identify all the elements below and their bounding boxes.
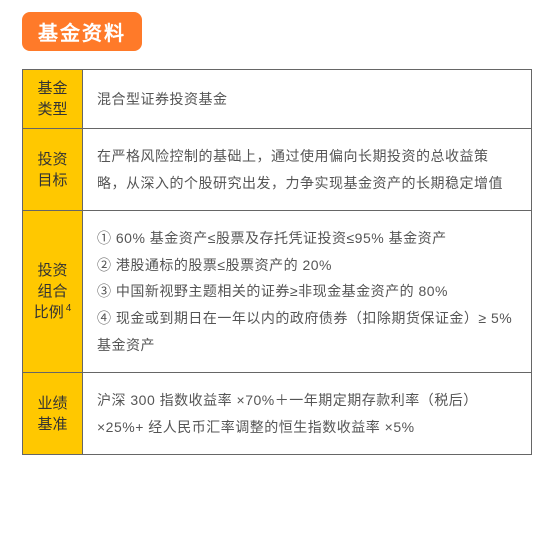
- label-line: 目标: [27, 170, 78, 191]
- label-line: 基准: [27, 414, 78, 435]
- table-row: 投资 组合 比例4 ① 60% 基金资产≤股票及存托凭证投资≤95% 基金资产 …: [23, 211, 532, 373]
- content-text: 沪深 300 指数收益率 ×70%＋一年期定期存款利率（税后）×25%+ 经人民…: [97, 387, 517, 440]
- section-title-badge: 基金资料: [22, 12, 142, 51]
- table-row: 基金 类型 混合型证券投资基金: [23, 70, 532, 129]
- fund-info-table: 基金 类型 混合型证券投资基金 投资 目标 在严格风险控制的基础上，通过使用偏向…: [22, 69, 532, 455]
- row-content-allocation: ① 60% 基金资产≤股票及存托凭证投资≤95% 基金资产 ② 港股通标的股票≤…: [83, 211, 532, 373]
- label-line: 业绩: [27, 393, 78, 414]
- content-text: 在严格风险控制的基础上，通过使用偏向长期投资的总收益策略，从深入的个股研究出发，…: [97, 143, 517, 196]
- row-label-fund-type: 基金 类型: [23, 70, 83, 129]
- table-row: 投资 目标 在严格风险控制的基础上，通过使用偏向长期投资的总收益策略，从深入的个…: [23, 129, 532, 211]
- row-content-fund-type: 混合型证券投资基金: [83, 70, 532, 129]
- content-text: ① 60% 基金资产≤股票及存托凭证投资≤95% 基金资产: [97, 225, 517, 252]
- label-line: 比例4: [27, 302, 78, 323]
- label-line: 投资: [27, 260, 78, 281]
- label-line: 基金: [27, 78, 78, 99]
- content-text: 混合型证券投资基金: [97, 86, 517, 113]
- label-line: 投资: [27, 149, 78, 170]
- row-label-benchmark: 业绩 基准: [23, 373, 83, 455]
- row-content-benchmark: 沪深 300 指数收益率 ×70%＋一年期定期存款利率（税后）×25%+ 经人民…: [83, 373, 532, 455]
- content-text: ④ 现金或到期日在一年以内的政府债券（扣除期货保证金）≥ 5% 基金资产: [97, 305, 517, 358]
- row-label-allocation: 投资 组合 比例4: [23, 211, 83, 373]
- label-line: 类型: [27, 99, 78, 120]
- content-text: ② 港股通标的股票≤股票资产的 20%: [97, 252, 517, 279]
- label-text: 比例: [34, 304, 64, 321]
- row-content-objective: 在严格风险控制的基础上，通过使用偏向长期投资的总收益策略，从深入的个股研究出发，…: [83, 129, 532, 211]
- row-label-objective: 投资 目标: [23, 129, 83, 211]
- table-row: 业绩 基准 沪深 300 指数收益率 ×70%＋一年期定期存款利率（税后）×25…: [23, 373, 532, 455]
- footnote-marker: 4: [66, 303, 72, 314]
- label-line: 组合: [27, 281, 78, 302]
- content-text: ③ 中国新视野主题相关的证券≥非现金基金资产的 80%: [97, 278, 517, 305]
